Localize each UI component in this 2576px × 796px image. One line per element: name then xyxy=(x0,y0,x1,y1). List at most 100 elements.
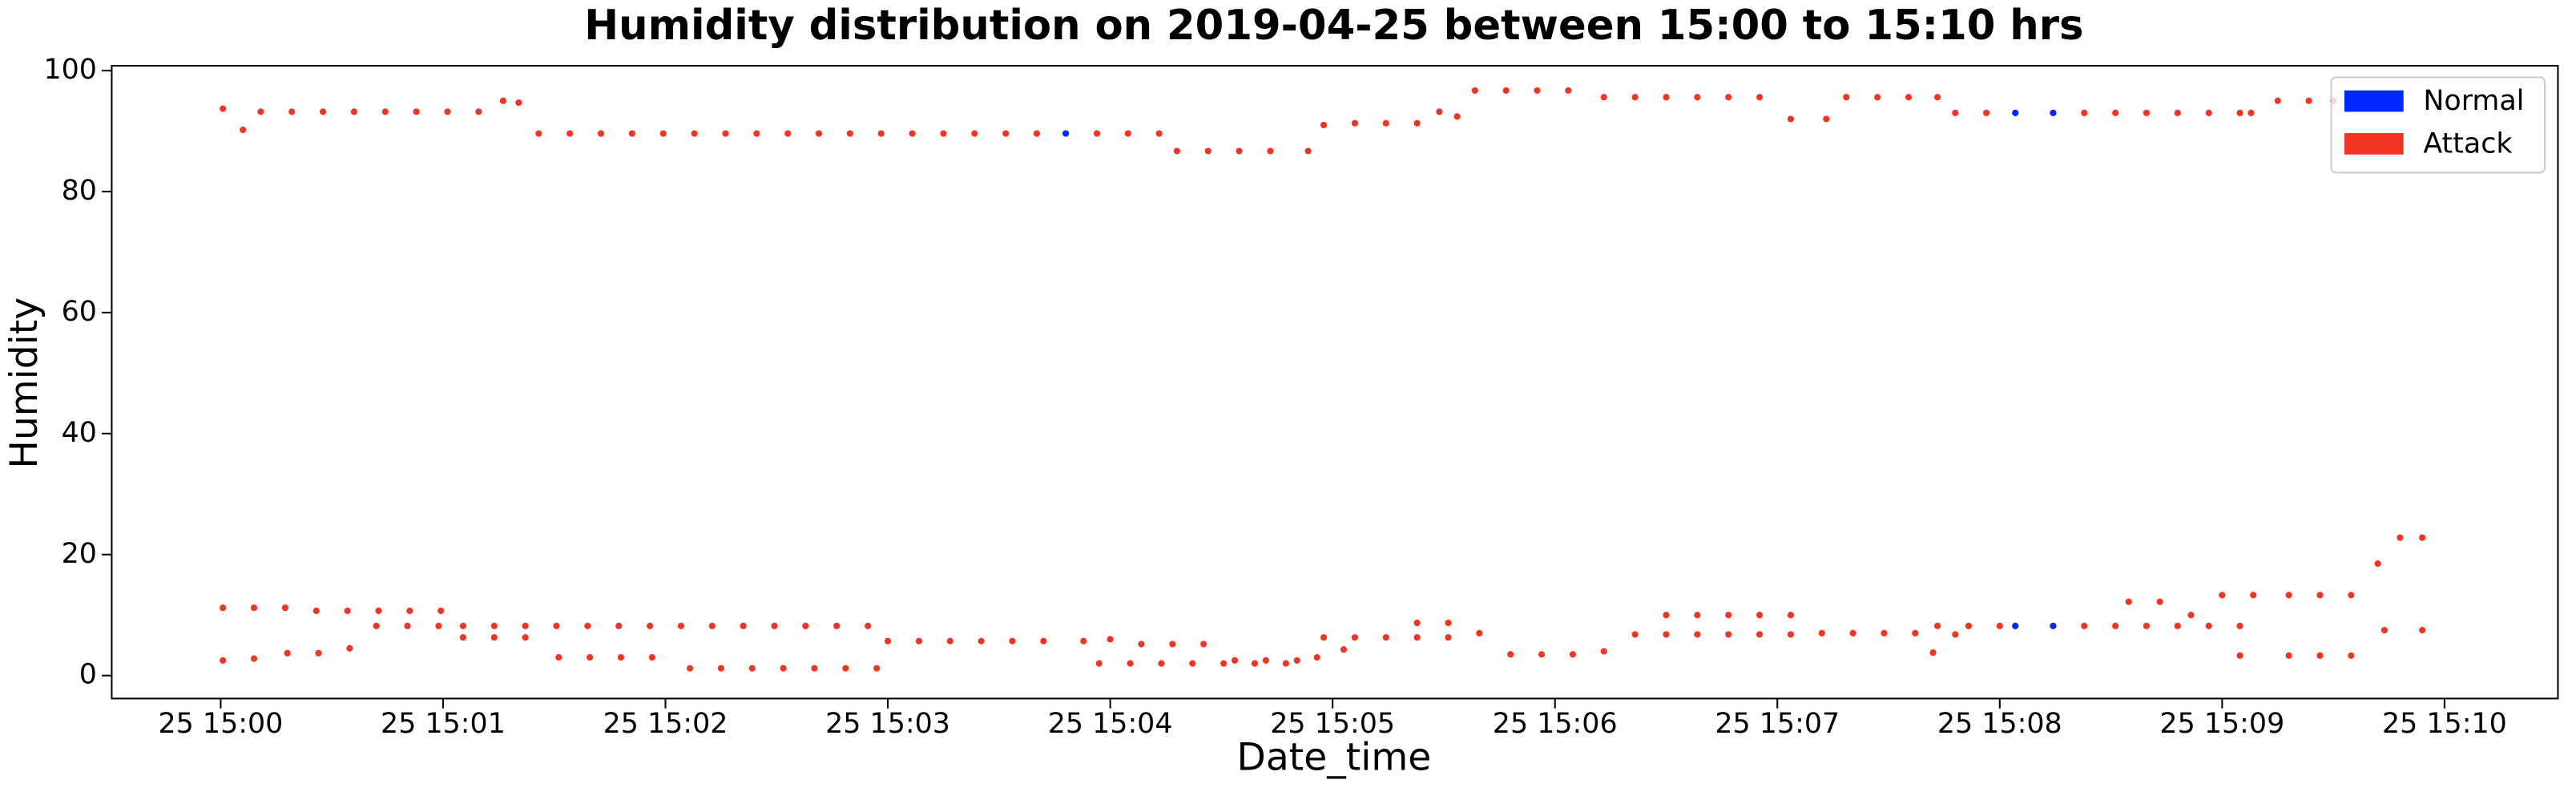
data-point xyxy=(615,622,623,629)
data-point xyxy=(584,622,591,629)
x-tick-label: 25 15:02 xyxy=(603,708,728,740)
data-point xyxy=(1453,113,1461,120)
data-point xyxy=(686,665,694,672)
data-point xyxy=(1725,612,1732,619)
data-point xyxy=(1002,130,1010,137)
data-point xyxy=(784,130,792,137)
y-axis-label: Humidity xyxy=(2,297,46,469)
data-point xyxy=(240,126,247,134)
y-tick-label: 60 xyxy=(62,296,97,328)
data-point xyxy=(677,622,685,629)
data-point xyxy=(2081,622,2088,629)
data-point xyxy=(946,637,953,644)
data-point xyxy=(381,108,389,115)
data-point xyxy=(1600,94,1607,101)
data-point xyxy=(2143,109,2151,116)
data-point xyxy=(2374,560,2381,568)
x-tick-label: 25 15:05 xyxy=(1270,708,1395,740)
data-point xyxy=(2143,622,2151,629)
data-point xyxy=(2236,652,2243,659)
data-point xyxy=(284,649,291,657)
data-point xyxy=(2247,109,2255,116)
data-point xyxy=(406,607,413,615)
data-point xyxy=(459,634,467,641)
legend-swatch xyxy=(2344,133,2404,155)
y-tick-label: 20 xyxy=(62,538,97,570)
data-point xyxy=(319,108,327,115)
x-tick-label: 25 15:00 xyxy=(159,708,284,740)
data-point xyxy=(2285,592,2292,599)
data-point xyxy=(2250,592,2257,599)
data-point xyxy=(1631,631,1639,638)
data-point xyxy=(413,108,420,115)
data-point xyxy=(257,108,264,115)
data-point xyxy=(815,130,823,137)
data-point xyxy=(802,622,809,629)
data-point xyxy=(1382,119,1389,127)
data-point xyxy=(475,108,482,115)
data-point xyxy=(1905,94,1913,101)
data-point xyxy=(1304,147,1312,155)
data-point xyxy=(1600,648,1607,655)
data-point xyxy=(587,653,594,661)
data-point xyxy=(2205,622,2212,629)
data-point xyxy=(1929,649,1937,657)
data-point xyxy=(884,637,892,644)
data-point xyxy=(1173,147,1180,155)
x-axis-label: Date_time xyxy=(1237,735,1432,779)
data-point xyxy=(1189,660,1196,667)
data-point xyxy=(490,622,498,629)
data-point xyxy=(1476,629,1483,637)
data-point xyxy=(1436,108,1443,115)
data-point xyxy=(1756,94,1764,101)
data-point xyxy=(1262,657,1269,664)
data-point xyxy=(1787,631,1795,638)
y-tick-label: 100 xyxy=(43,54,97,86)
data-point xyxy=(833,622,841,629)
data-point xyxy=(1320,121,1328,129)
data-point xyxy=(971,130,978,137)
x-tick-label: 25 15:09 xyxy=(2159,708,2284,740)
data-point xyxy=(344,607,351,615)
y-tick-label: 80 xyxy=(62,175,97,207)
data-point xyxy=(2012,622,2019,629)
data-point xyxy=(2112,109,2119,116)
data-point xyxy=(2236,109,2243,116)
data-point xyxy=(771,622,778,629)
data-point xyxy=(2274,97,2281,104)
data-point xyxy=(2219,592,2226,599)
data-point xyxy=(2081,109,2088,116)
data-point xyxy=(1565,87,1572,95)
x-tick-label: 25 15:03 xyxy=(825,708,950,740)
data-point xyxy=(1351,634,1359,641)
data-point xyxy=(1534,87,1541,95)
data-point xyxy=(1663,631,1670,638)
data-point xyxy=(597,130,605,137)
x-tick-label: 25 15:06 xyxy=(1493,708,1618,740)
data-point xyxy=(717,665,725,672)
data-point xyxy=(2397,534,2404,541)
data-point xyxy=(1033,130,1041,137)
data-point xyxy=(1756,631,1764,638)
data-point xyxy=(1158,660,1165,667)
x-tick-label: 25 15:10 xyxy=(2382,708,2507,740)
data-point xyxy=(1502,87,1510,95)
data-point xyxy=(375,607,382,615)
data-point xyxy=(435,622,442,629)
data-point xyxy=(1881,629,1888,637)
data-point xyxy=(1313,653,1320,661)
data-point xyxy=(740,622,747,629)
data-point xyxy=(2050,622,2057,629)
data-point xyxy=(753,130,760,137)
data-point xyxy=(1912,629,1919,637)
x-tick-label: 25 15:01 xyxy=(381,708,506,740)
data-point xyxy=(708,622,716,629)
data-point xyxy=(1933,622,1941,629)
data-point xyxy=(281,604,289,612)
data-point xyxy=(1843,94,1850,101)
data-point xyxy=(1320,634,1328,641)
data-point xyxy=(2348,592,2355,599)
data-point xyxy=(2205,109,2212,116)
data-point xyxy=(748,665,756,672)
